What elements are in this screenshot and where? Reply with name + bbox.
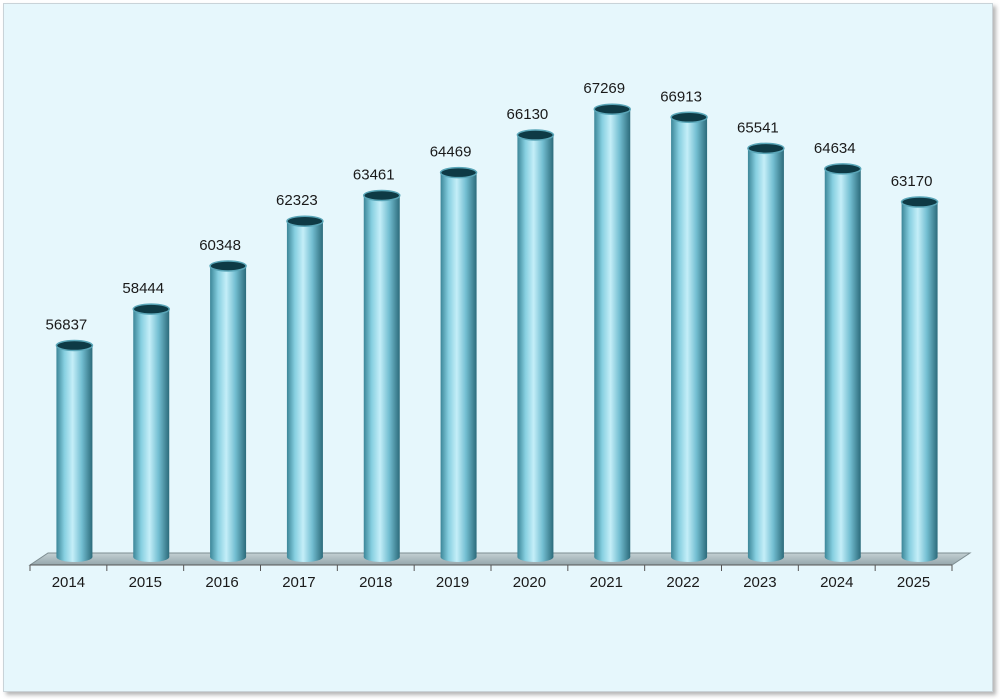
bar-top: [670, 111, 708, 124]
bar-top: [824, 163, 862, 175]
bar-body: [440, 172, 477, 557]
x-tick-label-2017: 2017: [282, 574, 315, 591]
x-tick-label-2020: 2020: [513, 574, 546, 591]
bar-top: [900, 196, 939, 208]
bar-top: [439, 166, 478, 179]
bar-top: [747, 142, 785, 155]
bar-2018: [363, 189, 401, 562]
bar-2019: [439, 166, 478, 562]
data-label-2015: 58444: [122, 280, 164, 297]
bar-body: [133, 309, 170, 557]
bar-base: [747, 552, 784, 562]
bar-base: [517, 552, 554, 562]
bar-2022: [670, 111, 708, 562]
bar-2025: [900, 196, 939, 562]
bar-body: [517, 135, 554, 557]
bar-top: [363, 189, 401, 202]
data-label-2019: 64469: [430, 144, 472, 161]
bar-2021: [593, 103, 631, 562]
x-tick-label-2023: 2023: [743, 574, 776, 591]
bar-body: [363, 195, 400, 558]
x-tick-label-2016: 2016: [205, 574, 238, 591]
data-label-2021: 67269: [583, 80, 625, 97]
x-tick-label-2021: 2021: [590, 574, 623, 591]
bar-base: [210, 552, 247, 562]
bar-body: [594, 109, 631, 557]
bar-base: [56, 552, 93, 562]
x-tick-label-2025: 2025: [897, 574, 930, 591]
bar-top: [516, 129, 555, 141]
data-label-2014: 56837: [46, 317, 88, 334]
bar-body: [286, 221, 323, 557]
data-label-2023: 65541: [737, 119, 779, 136]
bar-2014: [55, 339, 94, 562]
bar-2024: [824, 163, 862, 562]
bar-top: [209, 260, 247, 272]
bar-top: [55, 339, 94, 352]
bar-body: [210, 265, 247, 557]
x-tick-label-2019: 2019: [436, 574, 469, 591]
bar-2020: [516, 129, 555, 562]
bar-base: [440, 552, 477, 562]
data-label-2016: 60348: [199, 237, 241, 254]
bar-base: [901, 552, 938, 562]
data-label-2024: 64634: [814, 140, 856, 157]
bar-2016: [209, 260, 247, 562]
bar-body: [671, 117, 708, 557]
bar-base: [824, 552, 861, 562]
bar-body: [901, 202, 938, 557]
bar-base: [133, 552, 170, 562]
x-tick-label-2022: 2022: [666, 574, 699, 591]
bar-top: [132, 303, 170, 315]
data-label-2025: 63170: [891, 173, 933, 190]
x-tick-label-2024: 2024: [820, 574, 853, 591]
bar-base: [594, 552, 631, 562]
x-tick-label-2014: 2014: [52, 574, 85, 591]
bar-body: [824, 168, 861, 558]
data-label-2017: 62323: [276, 192, 318, 209]
bar-2015: [132, 303, 170, 562]
data-label-2018: 63461: [353, 166, 395, 183]
bar-body: [56, 345, 93, 557]
bar-base: [671, 552, 708, 562]
bar-body: [747, 148, 784, 557]
bar-2023: [747, 142, 785, 562]
bar-top: [593, 103, 631, 115]
data-label-2022: 66913: [660, 88, 702, 105]
bar-top: [286, 215, 324, 227]
bar-2017: [286, 215, 324, 562]
x-tick-label-2015: 2015: [129, 574, 162, 591]
data-label-2020: 66130: [507, 106, 549, 123]
bar-base: [363, 552, 400, 562]
bar-base: [286, 552, 323, 562]
x-tick-label-2018: 2018: [359, 574, 392, 591]
